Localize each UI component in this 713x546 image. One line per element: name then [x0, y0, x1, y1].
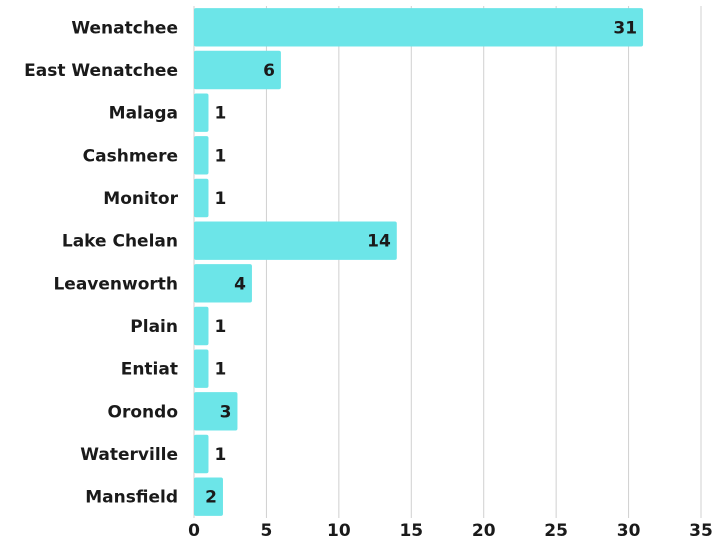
y-tick-label: Cashmere	[83, 146, 178, 166]
data-label: 1	[214, 360, 226, 380]
bar	[194, 434, 209, 474]
bar	[194, 178, 209, 218]
x-tick-label: 15	[399, 521, 423, 541]
y-tick-label: Malaga	[109, 104, 178, 124]
x-tick-label: 20	[472, 521, 496, 541]
y-tick-label: East Wenatchee	[24, 61, 178, 81]
bar	[194, 264, 252, 303]
data-label: 1	[214, 189, 226, 209]
x-tick-label: 25	[544, 521, 568, 541]
data-label: 14	[367, 232, 391, 252]
data-label: 1	[214, 317, 226, 337]
bar	[194, 221, 397, 260]
data-label: 31	[613, 18, 637, 38]
data-label: 6	[263, 61, 275, 81]
y-tick-label: Entiat	[121, 360, 178, 380]
data-label: 1	[214, 445, 226, 465]
data-label: 2	[205, 488, 217, 508]
data-label: 1	[214, 104, 226, 124]
bar	[194, 349, 209, 388]
data-label: 3	[220, 402, 232, 422]
bar	[194, 50, 281, 90]
x-tick-label: 0	[188, 521, 200, 541]
y-tick-label: Mansfield	[85, 488, 178, 508]
bar	[194, 136, 209, 175]
x-tick-label: 5	[261, 521, 273, 541]
y-tick-label: Leavenworth	[53, 274, 178, 294]
bar	[194, 8, 644, 47]
x-tick-label: 30	[617, 521, 641, 541]
bar	[194, 93, 209, 132]
x-tick-label: 10	[327, 521, 351, 541]
y-tick-label: Waterville	[80, 445, 178, 465]
y-tick-label: Orondo	[108, 402, 178, 422]
y-tick-label: Monitor	[103, 189, 178, 209]
y-tick-label: Wenatchee	[71, 18, 178, 38]
y-tick-label: Lake Chelan	[62, 232, 178, 252]
bar	[194, 477, 223, 516]
data-label: 1	[214, 146, 226, 166]
data-label: 4	[234, 274, 246, 294]
y-tick-label: Plain	[130, 317, 178, 337]
bar	[194, 306, 209, 346]
x-tick-label: 35	[689, 521, 713, 541]
bar	[194, 392, 238, 431]
